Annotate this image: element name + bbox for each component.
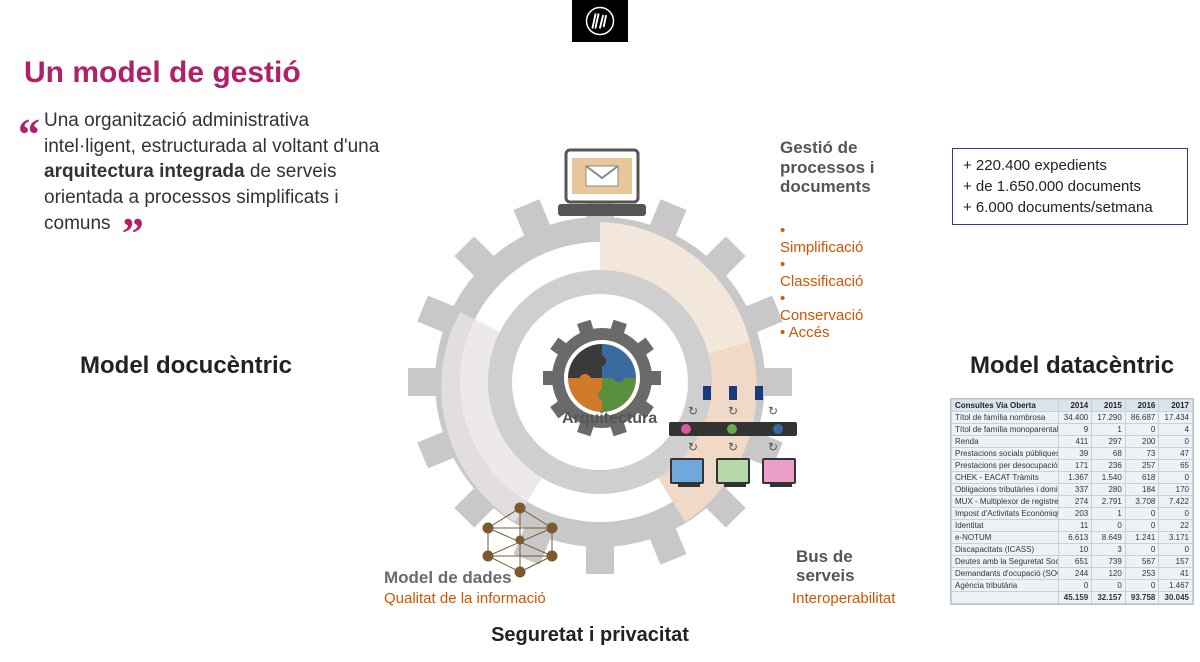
stats-box: + 220.400 expedients + de 1.650.000 docu… [952, 148, 1188, 225]
quote-bold: arquitectura integrada [44, 161, 245, 182]
bullet: Simplificació [780, 222, 863, 256]
sector-top-bullets: Simplificació Classificació Conservació … [780, 222, 863, 341]
bullet: Accés [780, 324, 863, 341]
sector-right-orange: Interoperabilitat [792, 590, 895, 607]
hp-logo [572, 0, 628, 42]
architecture-diagram: Arquitectura Gestió de processos i docum… [380, 120, 820, 600]
sector-top-title: Gestió de processos i documents [780, 138, 930, 197]
stat-line: + de 1.650.000 documents [963, 176, 1177, 197]
bullet: Conservació [780, 290, 863, 324]
sector-right-title: Bus de serveis [796, 548, 876, 585]
quote-text: Una organització administrativa intel·li… [22, 108, 402, 236]
page-title: Un model de gestió [24, 56, 301, 90]
sector-bottom-title: Model de dades [384, 568, 512, 588]
close-quote-icon: ” [122, 225, 144, 243]
open-quote-icon: “ [18, 126, 40, 144]
bus-servers-icon: ↻↻↻ ↻↻↻ [658, 386, 808, 484]
stat-line: + 6.000 documents/setmana [963, 197, 1177, 218]
heading-security: Seguretat i privacitat [460, 624, 720, 647]
stat-line: + 220.400 expedients [963, 155, 1177, 176]
sector-bottom-orange: Qualitat de la informació [384, 590, 546, 607]
bullet: Classificació [780, 256, 863, 290]
heading-datacentric: Model datacèntric [970, 352, 1174, 380]
architecture-label: Arquitectura [562, 410, 657, 428]
laptop-document-icon [552, 144, 652, 228]
quote-pre: Una organització administrativa intel·li… [44, 110, 379, 157]
heading-docucentric: Model docucèntric [80, 352, 292, 380]
via-oberta-table: Consultes Via Oberta2014201520162017 Tít… [950, 398, 1194, 605]
quote-block: “ Una organització administrativa intel·… [22, 108, 402, 236]
